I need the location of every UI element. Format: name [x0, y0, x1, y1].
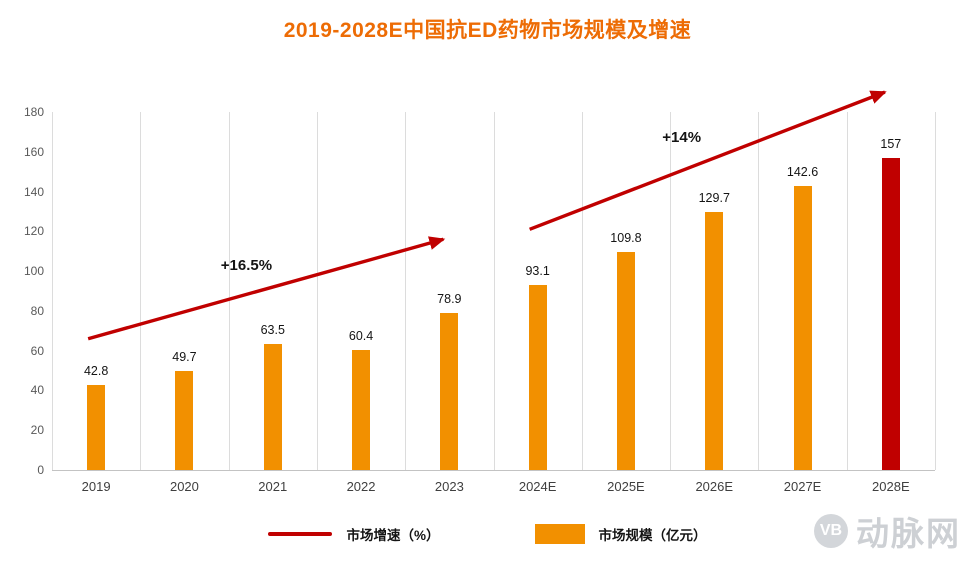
legend-growth-label: 市场增速（%）	[346, 528, 440, 543]
bar-value-label: 157	[880, 136, 902, 151]
y-axis-tick-label: 100	[23, 264, 44, 279]
bar	[87, 384, 106, 470]
x-axis-label: 2019	[81, 479, 111, 494]
growth-annotation: +14%	[662, 128, 702, 146]
gridline	[405, 112, 407, 470]
bar	[793, 186, 812, 470]
bar	[440, 313, 459, 470]
bar	[175, 371, 194, 470]
gridline	[935, 112, 936, 470]
y-axis-tick-label: 0	[37, 463, 44, 477]
bar-value-label: 60.4	[348, 328, 374, 343]
legend-market-size-label: 市场规模（亿元）	[598, 528, 707, 543]
x-axis-label: 2026E	[695, 479, 734, 494]
x-axis-label: 2027E	[783, 479, 822, 494]
bar	[881, 157, 900, 470]
y-axis-tick-label: 60	[30, 343, 44, 358]
bar-value-label: 109.8	[610, 230, 642, 245]
bar-value-label: 129.7	[698, 191, 730, 206]
legend-item-growth: 市场增速（%）	[268, 524, 440, 544]
bar-value-label: 93.1	[525, 263, 550, 278]
x-axis-label: 2021	[258, 479, 288, 494]
market-size-swatch	[534, 524, 585, 544]
gridline	[140, 112, 142, 470]
bar-value-label: 42.8	[83, 363, 109, 378]
bar	[705, 212, 724, 470]
bar-value-label: 142.6	[786, 165, 819, 180]
legend: 市场增速（%） 市场规模（亿元）	[0, 524, 975, 544]
y-axis-tick-label: 80	[30, 303, 44, 318]
bar	[616, 251, 635, 470]
bar-value-label: 78.9	[437, 292, 462, 307]
gridline	[670, 112, 672, 470]
bar-value-label: 49.7	[172, 350, 197, 365]
x-axis-label: 2023	[434, 479, 464, 494]
gridline	[846, 112, 848, 470]
y-axis-tick-label: 160	[23, 144, 44, 159]
y-axis-tick-label: 20	[30, 423, 44, 438]
gridline	[581, 112, 583, 470]
gridline	[228, 112, 230, 470]
gridline	[52, 112, 53, 470]
y-axis-tick-label: 120	[23, 224, 44, 239]
bar	[263, 343, 282, 470]
growth-annotation: +16.5%	[220, 257, 273, 274]
growth-line-swatch	[268, 532, 333, 536]
y-axis-tick-label: 140	[23, 184, 44, 199]
vb-logo-icon: VB	[814, 514, 848, 548]
watermark: VB 动脉网	[814, 507, 961, 555]
gridline	[316, 112, 318, 470]
gridline	[758, 112, 760, 470]
legend-item-market-size: 市场规模（亿元）	[534, 524, 707, 544]
watermark-text: 动脉网	[856, 515, 961, 552]
chart-title: 2019-2028E中国抗ED药物市场规模及增速	[283, 19, 692, 42]
x-axis-label: 2028E	[872, 479, 910, 494]
x-axis-label: 2025E	[607, 479, 645, 494]
x-axis-label: 2020	[169, 479, 199, 494]
gridline	[493, 112, 495, 470]
bar	[528, 284, 547, 470]
x-axis-line	[52, 470, 935, 471]
y-axis-tick-label: 180	[23, 105, 44, 119]
bar-value-label: 63.5	[260, 322, 285, 337]
bar	[352, 349, 371, 470]
x-axis-label: 2022	[346, 479, 376, 494]
y-axis-tick-label: 40	[30, 383, 44, 398]
x-axis-label: 2024E	[518, 479, 557, 494]
